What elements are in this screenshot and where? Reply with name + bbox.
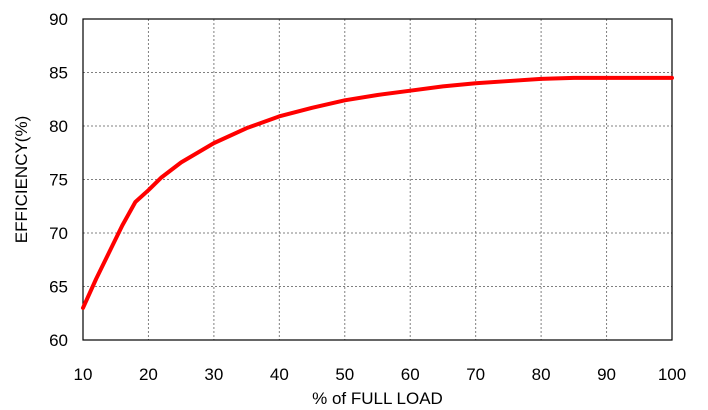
x-tick-label: 10 [74,365,93,384]
y-tick-label: 80 [49,117,68,136]
y-tick-label: 75 [49,171,68,190]
x-tick-label: 80 [532,365,551,384]
y-tick-label: 65 [49,278,68,297]
x-axis-ticks: 10 20 30 40 50 60 70 80 90 100 [74,365,687,384]
y-axis-title: EFFICIENCY(%) [12,116,31,244]
plot-frame [82,18,673,341]
x-tick-label: 20 [139,365,158,384]
x-tick-label: 100 [658,365,686,384]
grid [83,19,672,340]
y-axis-ticks: 60 65 70 75 80 85 90 [49,10,68,350]
y-tick-label: 85 [49,64,68,83]
x-tick-label: 50 [335,365,354,384]
series-layer [81,75,674,310]
x-tick-label: 70 [466,365,485,384]
efficiency-series-line [81,75,674,310]
y-tick-label: 70 [49,224,68,243]
x-axis-title: % of FULL LOAD [312,389,443,408]
x-tick-label: 40 [270,365,289,384]
x-tick-label: 30 [204,365,223,384]
x-tick-label: 90 [597,365,616,384]
y-tick-label: 90 [49,10,68,29]
x-tick-label: 60 [401,365,420,384]
y-tick-label: 60 [49,331,68,350]
